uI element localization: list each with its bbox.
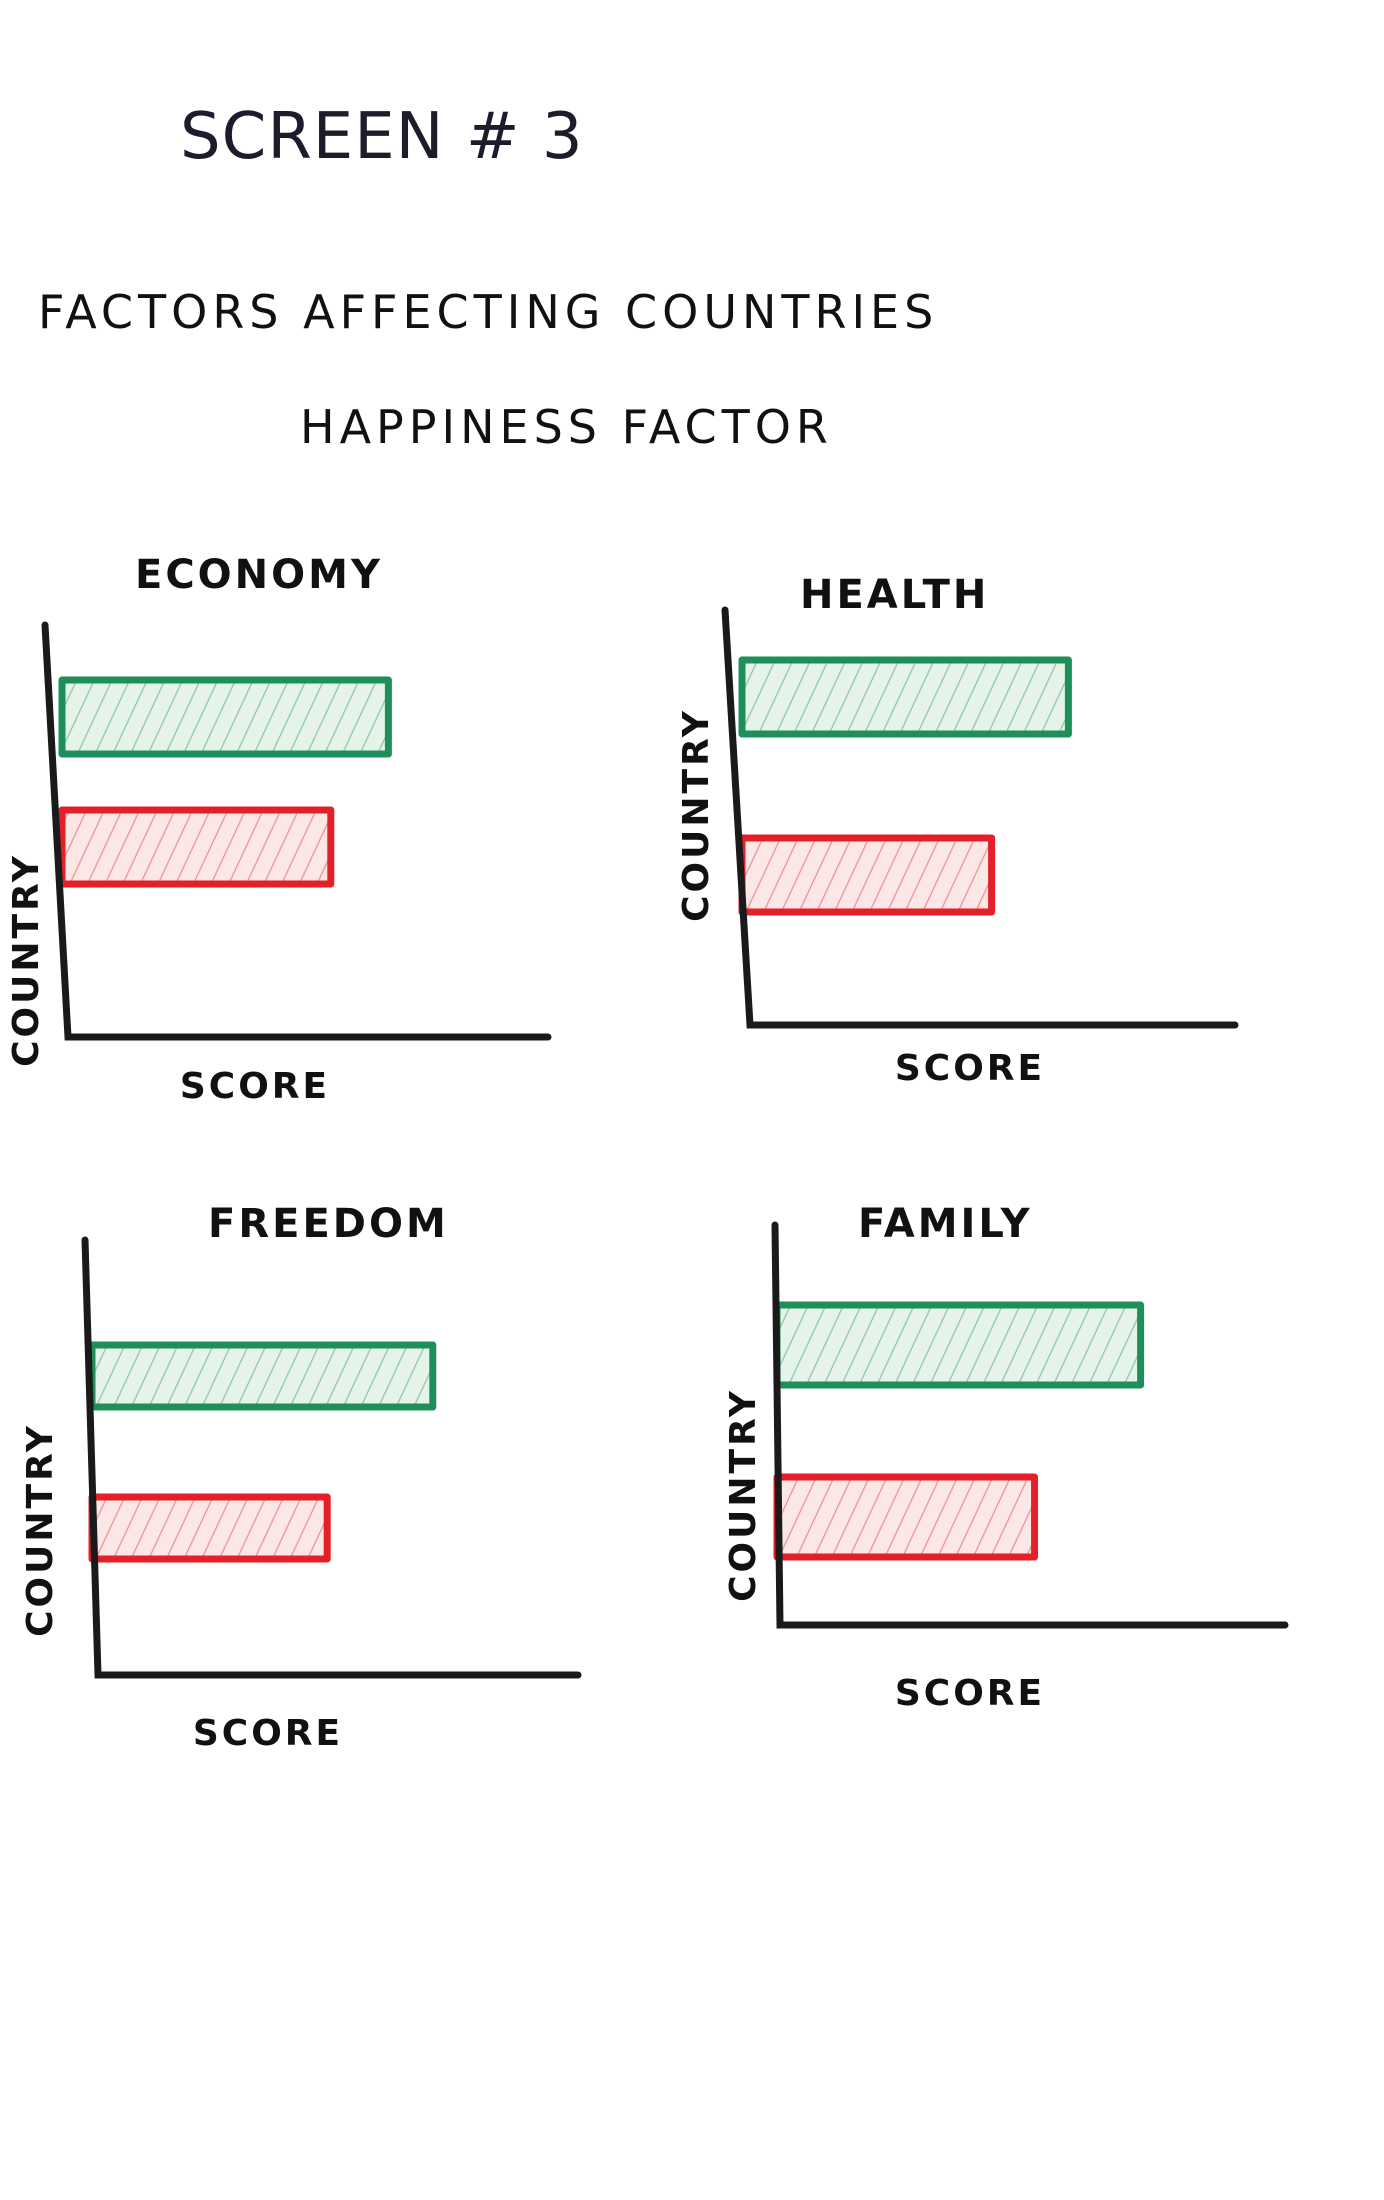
axis-lines <box>81 1236 582 1679</box>
bar-group <box>738 656 1072 916</box>
screen-title: Screen # 3 <box>180 100 584 174</box>
x-axis-label: Score <box>193 1713 343 1754</box>
y-axis-label: Country <box>20 1423 61 1637</box>
green-bar <box>738 656 1072 738</box>
freedom-chart: Freedom Country Score <box>20 1201 582 1754</box>
chart-title: Health <box>800 572 989 618</box>
red-bar <box>773 1473 1039 1561</box>
x-axis-label: Score <box>180 1066 330 1107</box>
green-bar <box>88 1341 437 1411</box>
x-axis-label: Score <box>895 1673 1045 1714</box>
chart-title: Family <box>858 1201 1033 1247</box>
x-axis-label: Score <box>895 1048 1045 1089</box>
green-bar <box>773 1301 1145 1389</box>
page-heading-line1: Factors affecting countries <box>38 285 939 339</box>
economy-chart: Economy Country Score <box>6 552 552 1107</box>
family-chart: Family Country Score <box>723 1201 1289 1714</box>
page-heading-line2: Happiness factor <box>300 400 833 454</box>
chart-title: Economy <box>135 552 383 598</box>
green-bar <box>58 676 392 758</box>
health-chart: Health Country Score <box>676 572 1239 1089</box>
red-bar <box>738 834 996 916</box>
red-bar <box>88 1493 331 1563</box>
red-bar <box>58 806 335 888</box>
bar-group <box>58 676 392 888</box>
axis-lines <box>771 1221 1289 1629</box>
chart-title: Freedom <box>208 1201 449 1247</box>
y-axis-label: Country <box>6 853 47 1067</box>
axis-lines <box>41 621 552 1041</box>
bar-group <box>773 1301 1145 1561</box>
y-axis-label: Country <box>676 708 717 922</box>
axis-lines <box>721 606 1239 1029</box>
y-axis-label: Country <box>723 1388 764 1602</box>
bar-group <box>88 1341 437 1563</box>
